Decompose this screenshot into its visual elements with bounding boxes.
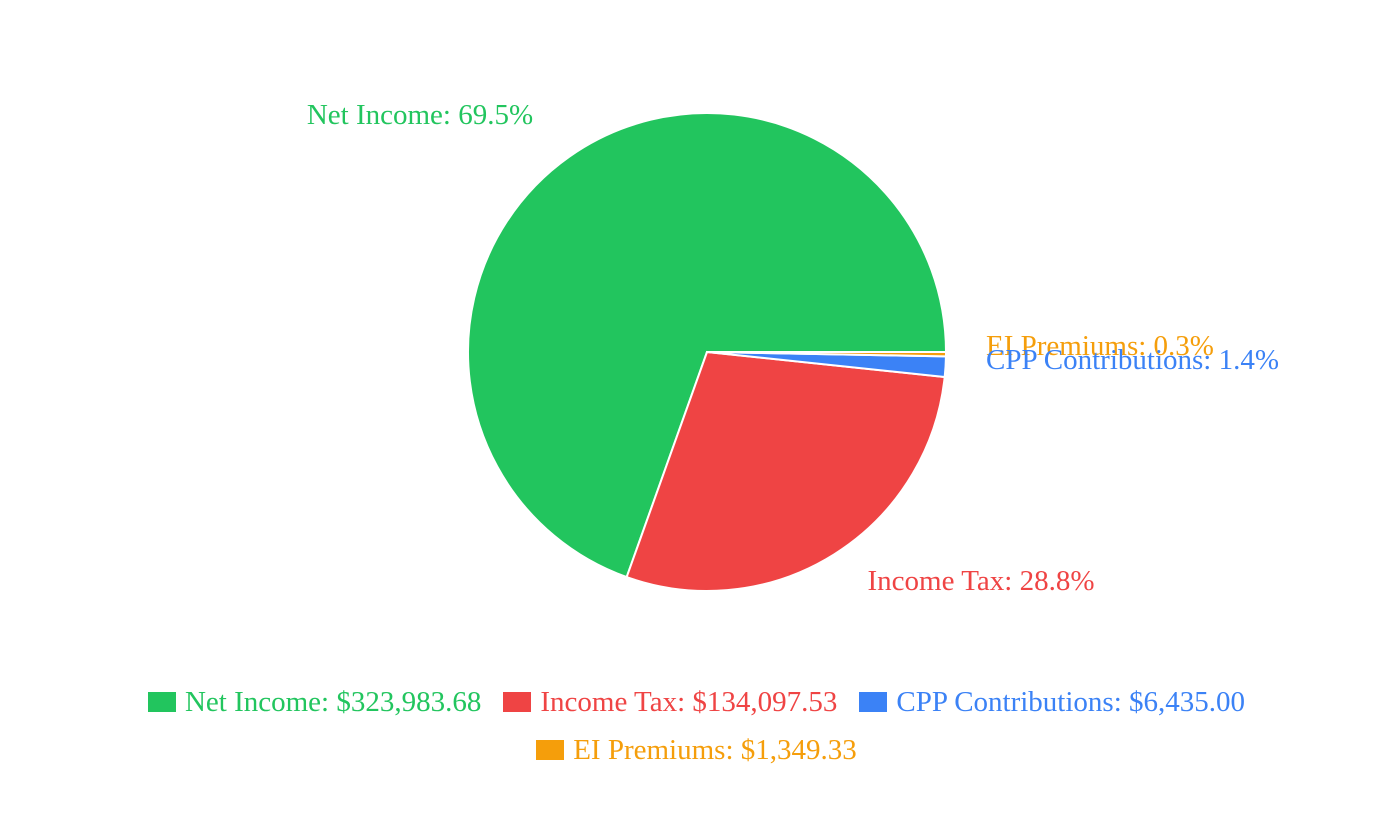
legend-label-net-income: Net Income: $323,983.68 bbox=[184, 686, 482, 718]
legend-item-cpp-contributions[interactable]: CPP Contributions: $6,435.00 bbox=[859, 685, 1245, 719]
legend-item-net-income[interactable]: Net Income: $323,983.68 bbox=[147, 685, 482, 719]
legend-row-1: Net Income: $323,983.68 Income Tax: $134… bbox=[0, 685, 1393, 719]
legend-label-ei-premiums: EI Premiums: $1,349.33 bbox=[573, 734, 857, 766]
legend-swatch-cpp-contributions bbox=[859, 692, 888, 712]
legend-row-2: EI Premiums: $1,349.33 bbox=[0, 733, 1393, 767]
legend-label-income-tax: Income Tax: $134,097.53 bbox=[540, 686, 838, 718]
legend-item-ei-premiums[interactable]: EI Premiums: $1,349.33 bbox=[536, 733, 857, 767]
pie-slices bbox=[467, 112, 948, 592]
pie-slice-net-income[interactable] bbox=[467, 112, 948, 579]
legend-label-cpp-contributions: CPP Contributions: $6,435.00 bbox=[896, 686, 1246, 718]
slice-label-income-tax: Income Tax: 28.8% bbox=[868, 565, 1095, 597]
legend-item-income-tax[interactable]: Income Tax: $134,097.53 bbox=[503, 685, 837, 719]
slice-label-ei-premiums: EI Premiums: 0.3% bbox=[986, 330, 1214, 362]
slice-label-cpp-contributions: CPP Contributions: 1.4% bbox=[986, 344, 1279, 376]
pie-slice-labels: EI Premiums: 0.3% Net Income: 69.5% Income… bbox=[307, 99, 1279, 597]
pie-slice-income-tax[interactable] bbox=[625, 350, 946, 592]
legend-swatch-ei-premiums bbox=[536, 740, 565, 760]
legend-swatch-income-tax bbox=[503, 692, 532, 712]
slice-label-net-income: Net Income: 69.5% bbox=[307, 99, 533, 131]
pie-slice-ei-premiums[interactable] bbox=[706, 351, 948, 358]
legend-swatch-net-income bbox=[147, 692, 176, 712]
